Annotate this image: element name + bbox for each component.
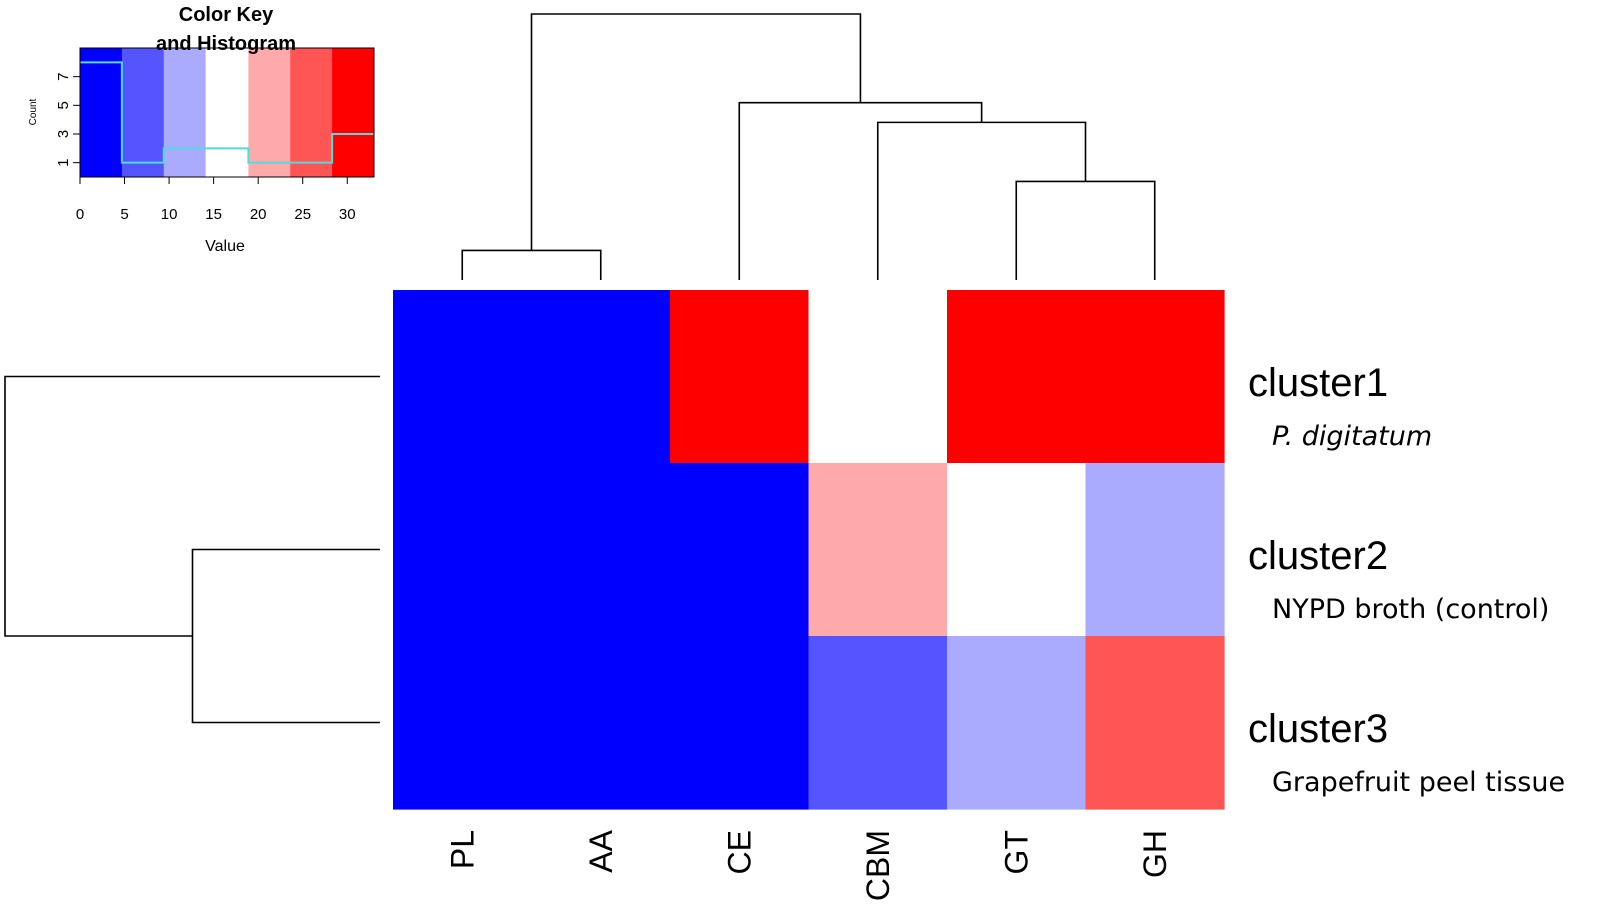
column-label: CBM bbox=[860, 830, 896, 901]
column-labels: PL AA CE CBM GT GH bbox=[444, 829, 1173, 901]
column-label: GT bbox=[998, 830, 1034, 874]
row-dendrogram-branch bbox=[4, 375, 380, 637]
color-key-y-tick-label: 5 bbox=[55, 101, 72, 109]
heatmap-cell bbox=[393, 290, 533, 464]
heatmap-cell bbox=[531, 290, 671, 464]
heatmap-cell bbox=[808, 463, 948, 637]
column-label: GH bbox=[1137, 830, 1173, 878]
heatmap-cells bbox=[393, 290, 1225, 810]
row-sublabel: P. digitatum bbox=[1272, 421, 1432, 452]
column-dendrogram-branch bbox=[876, 121, 1087, 280]
heatmap-cell bbox=[393, 463, 533, 637]
row-label: cluster1 bbox=[1248, 361, 1388, 405]
column-dendrogram bbox=[461, 13, 1156, 280]
color-key-y-label: Count bbox=[28, 98, 39, 125]
color-key-x-axis: 0 5 10 15 20 25 30 bbox=[76, 176, 356, 223]
row-label: cluster2 bbox=[1248, 534, 1388, 578]
color-key-band bbox=[290, 48, 333, 177]
heatmap-cell bbox=[670, 290, 810, 464]
column-dendrogram-branch bbox=[738, 101, 983, 280]
color-key-y-tick-label: 7 bbox=[55, 72, 72, 80]
color-key-x-tick-label: 15 bbox=[205, 206, 222, 223]
color-key-x-tick-label: 20 bbox=[250, 206, 267, 223]
heatmap-cell bbox=[670, 636, 810, 810]
column-label: PL bbox=[444, 830, 480, 869]
heatmap-cell bbox=[1085, 290, 1225, 464]
color-key-y-axis: 1 3 5 7 bbox=[55, 72, 81, 167]
row-label: cluster3 bbox=[1248, 707, 1388, 751]
heatmap-cell bbox=[393, 636, 533, 810]
color-key-band bbox=[80, 48, 123, 177]
color-key-x-tick-label: 25 bbox=[294, 206, 311, 223]
color-key-band bbox=[205, 48, 249, 177]
heatmap-cell bbox=[1085, 636, 1225, 810]
color-key-bands bbox=[80, 48, 375, 177]
heatmap-cell bbox=[531, 463, 671, 637]
heatmap-cell bbox=[808, 636, 948, 810]
column-dendrogram-branch bbox=[530, 13, 862, 251]
color-key-histogram bbox=[80, 61, 374, 164]
heatmap-cell bbox=[947, 463, 1087, 637]
color-key-title-line2: and Histogram bbox=[156, 33, 296, 55]
color-key-x-tick-label: 10 bbox=[161, 206, 178, 223]
color-key-y-tick-label: 1 bbox=[55, 158, 72, 166]
color-key-band bbox=[332, 48, 375, 177]
color-key-x-label: Value bbox=[205, 238, 245, 255]
column-label: CE bbox=[721, 830, 757, 874]
column-label: AA bbox=[583, 829, 619, 872]
color-key-title-line1: Color Key bbox=[179, 4, 274, 26]
row-sublabel: NYPD broth (control) bbox=[1272, 594, 1549, 625]
color-key-x-tick-label: 0 bbox=[76, 206, 84, 223]
heatmap-cell bbox=[808, 290, 948, 464]
heatmap-cell bbox=[531, 636, 671, 810]
color-key: Color Key and Histogram 0 5 10 15 20 25 30 1 3 5… bbox=[28, 4, 375, 255]
heatmap-cell bbox=[947, 290, 1087, 464]
color-key-band bbox=[163, 48, 207, 177]
row-dendrogram-branch bbox=[191, 548, 380, 724]
color-key-x-tick-label: 30 bbox=[339, 206, 356, 223]
row-dendrogram bbox=[4, 375, 380, 724]
heatmap-cell bbox=[670, 463, 810, 637]
color-key-band bbox=[248, 48, 291, 177]
heatmap-cell bbox=[1085, 463, 1225, 637]
column-dendrogram-branch bbox=[461, 249, 602, 280]
color-key-x-tick-label: 5 bbox=[120, 206, 128, 223]
row-labels: cluster1 P. digitatum cluster2 NYPD broth (… bbox=[1248, 361, 1565, 798]
column-dendrogram-branch bbox=[1015, 180, 1156, 280]
row-sublabel: Grapefruit peel tissue bbox=[1272, 767, 1565, 798]
color-key-band bbox=[121, 48, 165, 177]
color-key-y-tick-label: 3 bbox=[55, 130, 72, 138]
heatmap-cell bbox=[947, 636, 1087, 810]
